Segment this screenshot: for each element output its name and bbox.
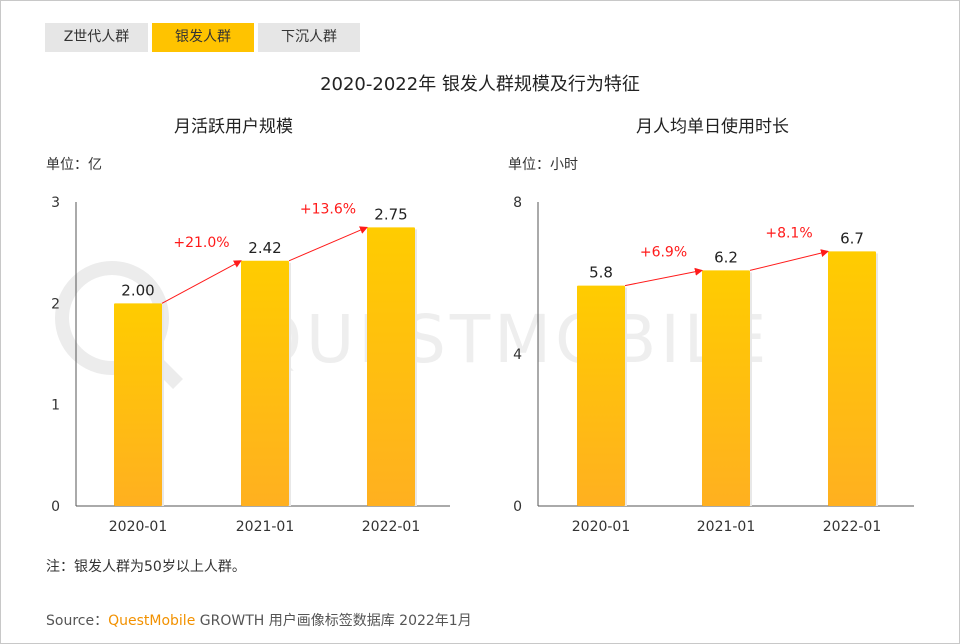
bar-value-label: 6.2	[714, 248, 738, 266]
source-line: Source：QuestMobile GROWTH 用户画像标签数据库 2022…	[46, 610, 472, 630]
y-tick-label: 8	[513, 195, 522, 211]
source-suffix: GROWTH 用户画像标签数据库 2022年1月	[195, 613, 472, 629]
page-title: 2020-2022年 银发人群规模及行为特征	[320, 74, 640, 95]
bar	[702, 270, 750, 506]
bar	[577, 285, 625, 506]
x-tick-label: 2022-01	[823, 519, 882, 535]
y-tick-label: 4	[513, 347, 522, 363]
growth-arrow	[749, 249, 829, 271]
watermark: QUESTMOBILE	[55, 261, 770, 389]
y-tick-label: 2	[51, 296, 60, 312]
bar-value-label: 5.8	[589, 264, 613, 282]
bar-value-label: 2.42	[248, 239, 281, 257]
bar-value-label: 2.00	[121, 281, 154, 299]
growth-label: +6.9%	[640, 244, 687, 260]
tab-gen-z[interactable]: Z世代人群	[45, 23, 148, 52]
x-tick-label: 2021-01	[236, 519, 295, 535]
bar	[367, 227, 415, 507]
x-tick-label: 2021-01	[697, 519, 756, 535]
bar	[241, 260, 289, 506]
y-tick-label: 3	[51, 195, 60, 211]
bar-value-label: 2.75	[374, 205, 407, 223]
growth-label: +21.0%	[173, 235, 229, 251]
source-brand: QuestMobile	[108, 613, 196, 629]
chart-mau: 0 1 2 3 2.00 2020-01 2.42 2021-01 2.75 2022-01 +21…	[51, 195, 450, 535]
growth-arrow	[624, 267, 703, 287]
x-tick-label: 2020-01	[572, 519, 631, 535]
chart-title-mau: 月活跃用户规模	[174, 117, 293, 137]
unit-label-mau: 单位：亿	[46, 157, 102, 173]
chart-usage: 0 4 8 5.8 2020-01 6.2 2021-01 6.7 2022-01 +6.9% +8…	[513, 195, 914, 535]
y-tick-label: 1	[51, 398, 60, 414]
source-prefix: Source：	[46, 613, 109, 629]
bar-value-label: 6.7	[840, 229, 864, 247]
growth-arrow	[161, 260, 242, 304]
growth-label: +13.6%	[300, 201, 356, 217]
bar	[828, 251, 876, 506]
y-tick-label: 0	[513, 499, 522, 515]
tab-silver[interactable]: 银发人群	[152, 23, 254, 52]
chart-title-usage: 月人均单日使用时长	[636, 117, 789, 137]
y-tick-label: 0	[51, 499, 60, 515]
growth-arrow	[288, 226, 368, 262]
watermark-text: QUESTMOBILE	[250, 301, 770, 378]
x-tick-label: 2020-01	[109, 519, 168, 535]
bar	[114, 303, 162, 506]
x-tick-label: 2022-01	[362, 519, 421, 535]
unit-label-usage: 单位：小时	[508, 157, 578, 173]
tab-lower-tier[interactable]: 下沉人群	[258, 23, 360, 52]
footnote: 注：银发人群为50岁以上人群。	[46, 559, 246, 575]
growth-label: +8.1%	[765, 225, 812, 241]
